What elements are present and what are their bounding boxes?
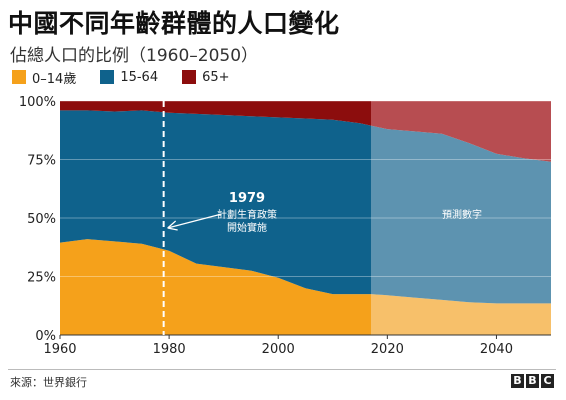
- projection-label: 預測數字: [442, 208, 482, 221]
- logo-letter: C: [541, 374, 554, 388]
- logo-letter: B: [526, 374, 539, 388]
- chart-title: 中國不同年齡群體的人口變化: [8, 9, 340, 38]
- annotation-text-line: 計劃生育政策: [217, 208, 277, 221]
- legend-label-0-14: 0–14歲: [32, 71, 77, 87]
- y-tick-label: 25%: [27, 271, 56, 286]
- y-tick-label: 50%: [27, 212, 56, 227]
- chart-subtitle: 佔總人口的比例（1960–2050）: [10, 46, 259, 66]
- legend-swatch-15-64: [100, 70, 115, 84]
- x-tick-label: 2040: [480, 342, 513, 357]
- y-tick-label: 100%: [19, 95, 56, 110]
- legend-label-15-64: 15-64: [120, 69, 159, 85]
- y-tick-label: 75%: [27, 154, 56, 169]
- area-projection-65-plus: [371, 101, 551, 162]
- footer-divider: [8, 369, 556, 370]
- area-historical-65-plus: [60, 101, 371, 126]
- area-projection-15-64: [371, 125, 551, 304]
- x-tick-label: 2000: [262, 342, 295, 357]
- y-tick-label: 0%: [35, 329, 56, 344]
- bbc-logo: B B C: [509, 374, 554, 388]
- legend-swatch-0-14: [12, 70, 26, 84]
- x-tick-label: 1980: [153, 342, 186, 357]
- legend-item-65-plus: 65+: [182, 69, 230, 85]
- area-historical-0-14: [60, 239, 371, 335]
- legend-label-65-plus: 65+: [202, 69, 230, 85]
- legend: 0–14歲 15-64 65+: [12, 67, 254, 87]
- source-note: 來源：世界銀行: [10, 376, 87, 389]
- annotation-arrow: [167, 213, 222, 229]
- legend-item-15-64: 15-64: [100, 70, 158, 85]
- annotation-arrowhead: [167, 220, 178, 231]
- legend-swatch-65-plus: [182, 70, 197, 84]
- x-tick-label: 1960: [43, 342, 76, 357]
- area-projection-0-14: [371, 294, 551, 335]
- x-tick-label: 2020: [371, 342, 404, 357]
- annotation-year: 1979: [229, 191, 265, 206]
- logo-letter: B: [511, 374, 524, 388]
- area-historical-15-64: [60, 110, 371, 295]
- annotation-text-line: 開始實施: [227, 221, 267, 234]
- legend-item-0-14: 0–14歲: [12, 68, 76, 87]
